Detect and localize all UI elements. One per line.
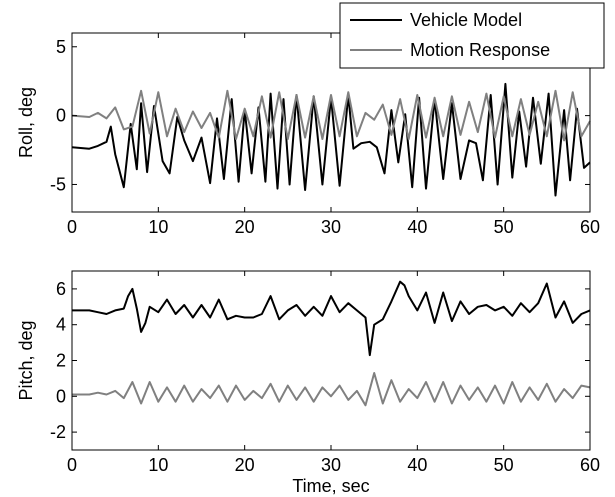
legend: Vehicle Model Motion Response bbox=[339, 2, 605, 69]
pitch-x-tick-label: 10 bbox=[148, 455, 168, 475]
pitch-y-tick-label: 0 bbox=[56, 386, 66, 406]
pitch-y-tick-label: 2 bbox=[56, 351, 66, 371]
roll-x-tick-label: 10 bbox=[148, 217, 168, 237]
roll-x-tick-label: 40 bbox=[407, 217, 427, 237]
roll-y-tick-label: 0 bbox=[56, 106, 66, 126]
roll-y-axis-label: Roll, deg bbox=[16, 87, 36, 158]
pitch-y-axis-label: Pitch, deg bbox=[16, 320, 36, 400]
roll-x-tick-label: 0 bbox=[67, 217, 77, 237]
pitch-series-motion-response-line bbox=[72, 372, 591, 407]
pitch-y-tick-label: -2 bbox=[50, 422, 66, 442]
pitch-series-vehicle-model-line bbox=[72, 280, 591, 357]
pitch-x-tick-label: 50 bbox=[494, 455, 514, 475]
roll-plot: 0 10 20 30 40 50 60 -5 0 5 Roll, deg bbox=[16, 32, 600, 237]
roll-y-tick-label: 5 bbox=[56, 37, 66, 57]
pitch-y-tick-label: 4 bbox=[56, 315, 66, 335]
roll-x-tick-label: 60 bbox=[580, 217, 600, 237]
pitch-x-tick-label: 20 bbox=[235, 455, 255, 475]
pitch-x-tick-label: 30 bbox=[321, 455, 341, 475]
legend-box bbox=[339, 2, 605, 69]
roll-x-tick-label: 20 bbox=[235, 217, 255, 237]
roll-x-tick-label: 50 bbox=[494, 217, 514, 237]
pitch-y-tick-label: 6 bbox=[56, 279, 66, 299]
legend-entry-vehicle-model: Vehicle Model bbox=[410, 10, 522, 30]
roll-series-vehicle-model-line bbox=[71, 82, 591, 197]
roll-y-tick-label: -5 bbox=[50, 174, 66, 194]
roll-series-motion-response-line bbox=[71, 89, 591, 142]
pitch-x-axis-label: Time, sec bbox=[292, 476, 369, 496]
pitch-x-tick-label: 60 bbox=[580, 455, 600, 475]
roll-x-tick-label: 30 bbox=[321, 217, 341, 237]
pitch-x-tick-label: 40 bbox=[407, 455, 427, 475]
pitch-x-tick-label: 0 bbox=[67, 455, 77, 475]
legend-entry-motion-response: Motion Response bbox=[410, 40, 550, 60]
